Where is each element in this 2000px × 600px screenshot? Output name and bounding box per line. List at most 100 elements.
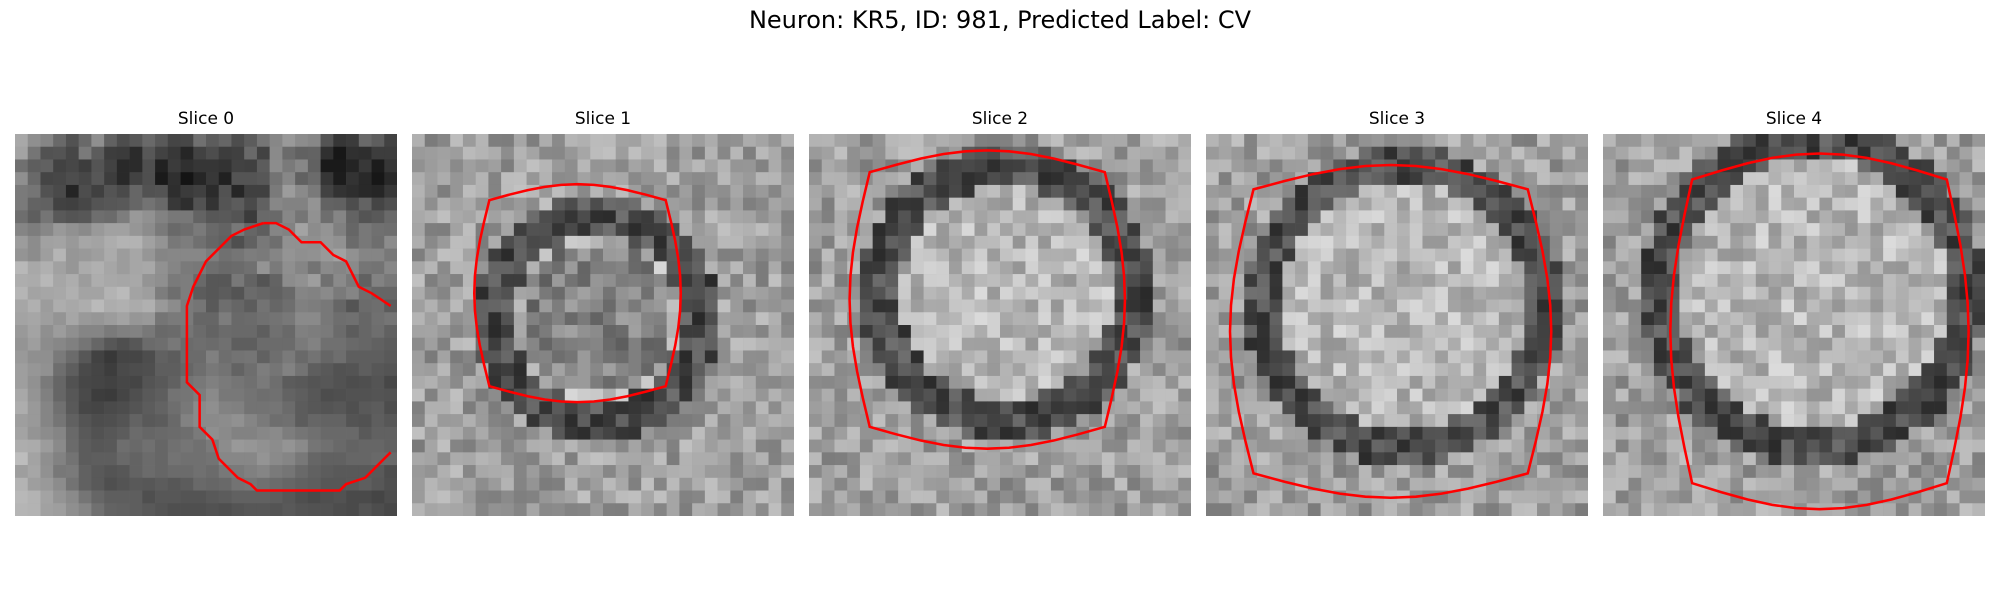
pixel (1127, 503, 1141, 516)
pixel (1152, 146, 1166, 160)
pixel (717, 134, 731, 147)
pixel (244, 465, 258, 479)
pixel (116, 439, 130, 453)
pixel (462, 261, 476, 275)
pixel (218, 452, 232, 466)
pixel (1832, 375, 1846, 389)
pixel (1295, 452, 1309, 466)
pixel (1333, 261, 1347, 275)
pixel (898, 414, 912, 428)
pixel (1934, 452, 1948, 466)
pixel (307, 401, 321, 415)
pixel (755, 350, 769, 364)
pixel (1050, 299, 1064, 313)
pixel (412, 414, 425, 428)
pixel (1371, 503, 1385, 516)
pixel (218, 375, 232, 389)
pixel (346, 134, 360, 147)
pixel (1127, 325, 1141, 338)
pixel (320, 401, 334, 415)
pixel (1603, 134, 1616, 147)
pixel (704, 184, 718, 198)
pixel (1704, 375, 1718, 389)
pixel (307, 375, 321, 389)
pixel (1447, 363, 1461, 377)
pixel (1755, 452, 1769, 466)
pixel (320, 363, 334, 377)
pixel (167, 223, 181, 237)
pixel (1704, 452, 1718, 466)
pixel (1333, 452, 1347, 466)
pixel (1628, 312, 1642, 326)
pixel (885, 274, 899, 288)
pixel (167, 172, 181, 186)
pixel (1000, 223, 1013, 237)
pixel (346, 375, 360, 389)
pixel (1244, 312, 1258, 326)
pixel (40, 248, 54, 262)
pixel (155, 159, 169, 173)
pixel (1679, 172, 1693, 186)
pixel (218, 134, 232, 147)
pixel (371, 350, 385, 364)
pixel (641, 477, 655, 491)
pixel (1000, 274, 1013, 288)
pixel (1653, 465, 1667, 479)
pixel (743, 223, 757, 237)
pixel (1870, 134, 1884, 147)
pixel (1346, 503, 1360, 516)
pixel (1384, 261, 1398, 275)
pixel (1895, 248, 1909, 262)
pixel (936, 465, 950, 479)
pixel (78, 490, 92, 504)
pixel (1206, 401, 1219, 415)
pixel (346, 312, 360, 326)
pixel (1358, 312, 1372, 326)
pixel (1076, 490, 1090, 504)
pixel (1806, 401, 1820, 415)
pixel (552, 134, 566, 147)
pixel (424, 223, 438, 237)
pixel (730, 350, 744, 364)
pixel (1832, 261, 1846, 275)
pixel (768, 388, 782, 402)
pixel (1269, 325, 1283, 338)
pixel (437, 375, 451, 389)
pixel (1486, 337, 1500, 351)
pixel (1127, 248, 1141, 262)
pixel (1679, 146, 1693, 160)
contour-line (185, 221, 392, 492)
pixel (539, 146, 553, 160)
pixel (1282, 159, 1296, 173)
pixel (1206, 197, 1219, 211)
pixel (1895, 426, 1909, 440)
pixel (1819, 261, 1833, 275)
pixel (513, 503, 527, 516)
pixel (1256, 146, 1270, 160)
pixel (513, 401, 527, 415)
pixel (1562, 299, 1576, 313)
pixel (666, 146, 680, 160)
pixel (949, 248, 963, 262)
pixel (1959, 477, 1973, 491)
pixel (1857, 312, 1871, 326)
pixel (781, 426, 794, 440)
pixel (256, 375, 270, 389)
pixel (320, 248, 334, 262)
pixel (1844, 363, 1858, 377)
pixel (539, 210, 553, 224)
pixel (1575, 452, 1588, 466)
pixel (1883, 172, 1897, 186)
pixel (116, 375, 130, 389)
pixel (269, 235, 283, 249)
pixel (1460, 261, 1474, 275)
pixel (1615, 223, 1629, 237)
pixel (949, 261, 963, 275)
pixel (987, 350, 1001, 364)
pixel (1972, 248, 1985, 262)
pixel (1832, 223, 1846, 237)
pixel (910, 146, 924, 160)
pixel (1781, 401, 1795, 415)
pixel (1857, 363, 1871, 377)
pixel (1231, 503, 1245, 516)
